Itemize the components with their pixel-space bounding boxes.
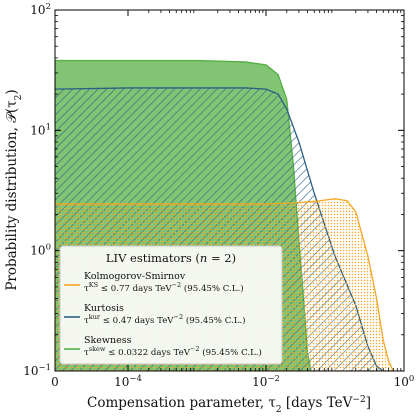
legend-name-ks: Kolmogorov-Smirnov bbox=[84, 271, 186, 282]
x-axis-title: Compensation parameter, τ2 [days TeV−2] bbox=[87, 395, 371, 415]
x-tick-label: 10−2 bbox=[252, 374, 280, 389]
legend: LIV estimators (n = 2) Kolmogorov-Smirno… bbox=[59, 245, 283, 365]
series-line-kolmogorov-smirnov bbox=[55, 198, 394, 371]
y-tick-label: 101 bbox=[30, 122, 51, 137]
y-tick-labels: 10−1 100 101 102 bbox=[23, 2, 51, 378]
y-tick-label: 100 bbox=[30, 243, 51, 258]
legend-title: LIV estimators (n = 2) bbox=[106, 251, 236, 265]
legend-desc-skewness: τskew ≤ 0.0322 days TeV−2 (95.45% C.L.) bbox=[84, 345, 262, 358]
x-tick-label: 0 bbox=[51, 375, 59, 389]
y-tick-label: 102 bbox=[30, 2, 51, 17]
tick-marks bbox=[54, 9, 405, 372]
legend-name-skewness: Skewness bbox=[84, 335, 132, 346]
legend-desc-ks: τKS ≤ 0.77 days TeV−2 (95.45% C.L.) bbox=[84, 281, 244, 294]
y-tick-label: 10−1 bbox=[23, 363, 51, 378]
plot-frame bbox=[54, 9, 405, 372]
x-tick-label: 10−4 bbox=[114, 374, 142, 389]
legend-box bbox=[59, 245, 283, 365]
x-tick-labels: 0 10−4 10−2 100 bbox=[51, 374, 414, 389]
y-axis-title: Probability distribution, 𝒫(τ2) bbox=[4, 89, 24, 290]
legend-desc-kurtosis: τkur ≤ 0.47 days TeV−2 (95.45% C.L.) bbox=[84, 313, 246, 326]
legend-name-kurtosis: Kurtosis bbox=[84, 303, 124, 314]
x-tick-label: 100 bbox=[394, 374, 415, 389]
